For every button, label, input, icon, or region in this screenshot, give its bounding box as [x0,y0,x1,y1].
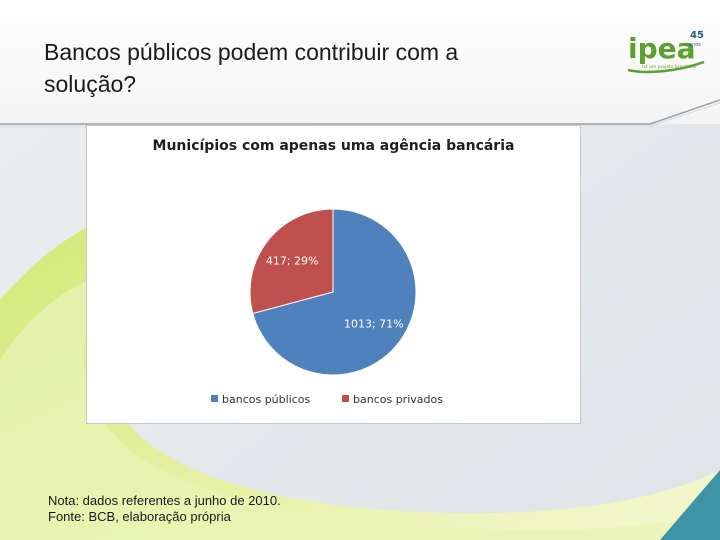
legend-swatch-1 [342,395,349,402]
header: Bancos públicos podem contribuir com a s… [0,0,720,124]
logo-badge-sub: anos [689,42,701,48]
footnote-note: Nota: dados referentes a junho de 2010. [48,493,281,508]
logo-badge: 45 [690,30,704,41]
footnote: Nota: dados referentes a junho de 2010. … [48,493,468,525]
logo-text: ipea [628,32,696,65]
legend-label-1: bancos privados [353,393,443,406]
title-line-2: solução? [44,71,137,97]
pie-data-label-0: 1013; 71% [344,317,404,330]
page-title: Bancos públicos podem contribuir com a s… [44,36,584,100]
legend-label-0: bancos públicos [222,393,311,406]
logo-tagline: há um projeto brasileiro [642,63,696,70]
pie-slice-0 [252,208,417,376]
pie-data-label-1: 417; 29% [266,255,319,268]
ipea-logo: ipea 45 anos há um projeto brasileiro [627,30,705,74]
legend-swatch-0 [211,395,218,402]
pie-chart: 1013; 71% 417; 29% bancos públicos bancos p… [211,208,443,406]
pie-slice-1 [249,208,334,315]
title-line-1: Bancos públicos podem contribuir com a [44,39,459,65]
chart-frame: Municípios com apenas uma agência bancár… [86,125,581,424]
footnote-source: Fonte: BCB, elaboração própria [48,509,231,524]
chart-title: Municípios com apenas uma agência bancár… [152,138,515,154]
